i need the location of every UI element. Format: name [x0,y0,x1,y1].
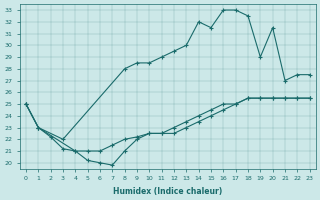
X-axis label: Humidex (Indice chaleur): Humidex (Indice chaleur) [113,187,222,196]
